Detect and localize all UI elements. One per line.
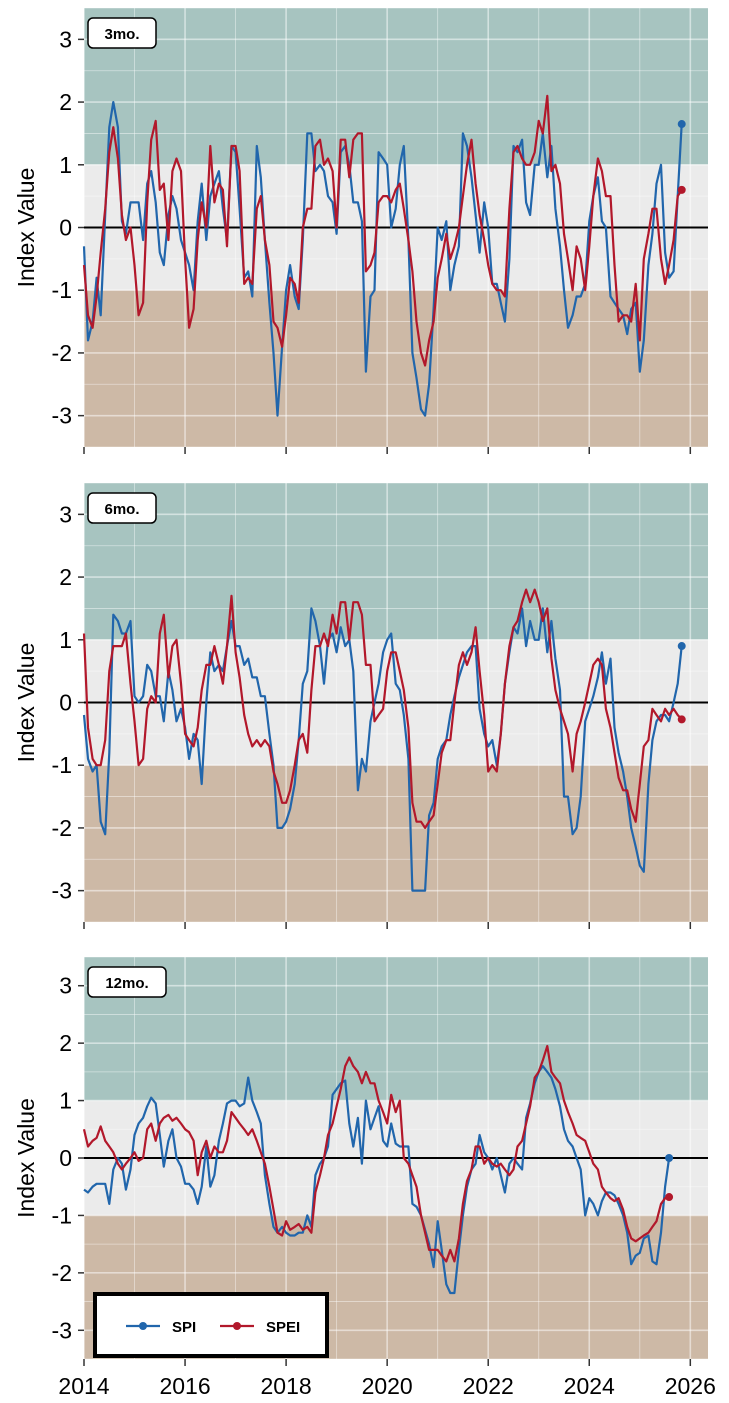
panel-label-text: 3mo. [104,26,139,43]
y-tick-label: -2 [52,340,72,366]
panel-label-box [87,492,157,524]
band-0 [84,8,708,165]
y-tick-label: 0 [59,1145,72,1171]
panel-label-text: 6mo. [104,501,139,518]
x-tick-label: 2014 [58,1373,109,1399]
x-tick-label: 2026 [665,1373,716,1399]
y-tick-label: -3 [52,403,72,429]
y-tick-label: -2 [52,1260,72,1286]
band-2 [84,290,708,447]
y-tick-label: 1 [59,1088,72,1114]
legend-label-spi: SPI [172,1319,196,1336]
y-tick-label: 1 [59,627,72,653]
panel-6mo: 3 2 1 0 -1 -2 -3 Index Value 6mo. [13,482,708,929]
y-tick-label: -3 [52,1317,72,1343]
band-0 [84,957,708,1101]
series-spei-endpoint [677,185,686,194]
y-tick-label: -2 [52,815,72,841]
y-tick-label: 3 [59,501,72,527]
x-tick-label: 2016 [159,1373,210,1399]
panel-label: 3mo. [87,17,157,49]
y-axis-label: Index Value [13,1098,39,1218]
series-spei-endpoint [677,715,686,724]
panel-label: 6mo. [87,492,157,524]
legend-key-dot-spei [233,1322,241,1330]
y-tick-label: 1 [59,152,72,178]
legend-label-spei: SPEI [266,1319,300,1336]
series-spei-line [82,588,683,829]
panel-3mo: 3 2 1 0 -1 -2 -3 Index Value 3mo. [13,7,708,454]
y-axis-label: Index Value [13,168,39,288]
series-spi-endpoint [677,120,686,129]
x-tick-label: 2022 [463,1373,514,1399]
band-0 [84,483,708,640]
series-spi-line [83,1065,671,1295]
y-tick-label: -1 [52,1202,72,1228]
series-spi-endpoint [665,1154,674,1162]
y-tick-label: 3 [59,26,72,52]
y-tick-label: 2 [59,89,72,115]
panel-label: 12mo. [87,966,167,998]
y-tick-label: -1 [52,277,72,303]
x-tick-label: 2024 [564,1373,615,1399]
y-tick-label: 0 [59,690,72,716]
x-tick-label: 2020 [362,1373,413,1399]
legend-key-dot-spi [139,1322,147,1330]
series-spei-line [82,1044,670,1263]
legend: SPI SPEI [93,1292,329,1358]
panel-label-box [87,966,167,998]
series-spei-line [82,94,683,367]
series-spi-endpoint [677,642,686,651]
y-tick-label: 2 [59,1030,72,1056]
y-axis-label: Index Value [13,643,39,763]
legend-box [93,1292,329,1358]
y-tick-label: -3 [52,878,72,904]
panel-label-text: 12mo. [105,975,148,992]
y-tick-label: -1 [52,752,72,778]
y-tick-label: 3 [59,973,72,999]
panel-label-box [87,17,157,49]
series-spei-endpoint [665,1193,674,1202]
y-tick-label: 2 [59,564,72,590]
band-2 [84,765,708,922]
x-tick-label: 2018 [261,1373,312,1399]
y-tick-label: 0 [59,215,72,241]
